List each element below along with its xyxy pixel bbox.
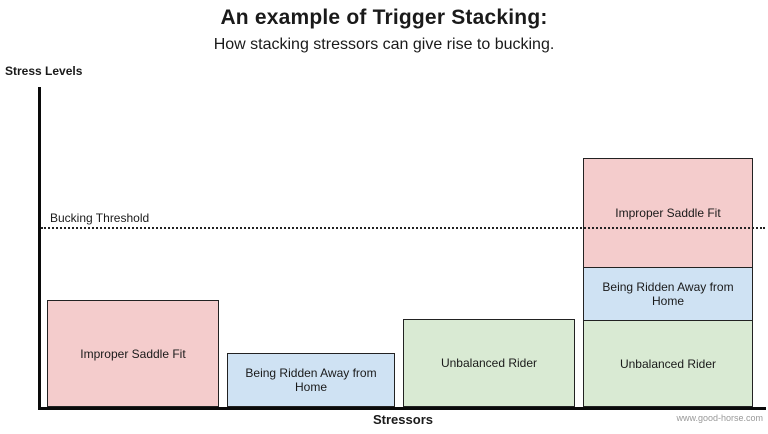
bar-segment: Being Ridden Away from Home	[227, 353, 395, 407]
x-axis-line	[38, 407, 766, 410]
bar-segment-label: Being Ridden Away from Home	[602, 280, 734, 308]
chart-title: An example of Trigger Stacking:	[220, 6, 548, 29]
bar-segment-label: Being Ridden Away from Home	[245, 366, 377, 394]
threshold-line	[41, 227, 765, 229]
bar-segment: Unbalanced Rider	[583, 320, 753, 407]
bar-segment-label: Improper Saddle Fit	[615, 206, 721, 220]
x-axis-label: Stressors	[373, 412, 433, 427]
bar-segment-label: Improper Saddle Fit	[80, 346, 186, 361]
y-axis-line	[38, 87, 41, 410]
bar-segment: Improper Saddle Fit	[47, 300, 219, 407]
bar-segment: Improper Saddle Fit	[583, 158, 753, 268]
watermark: www.good-horse.com	[676, 413, 763, 423]
chart-subtitle: How stacking stressors can give rise to …	[213, 36, 555, 53]
threshold-label: Bucking Threshold	[50, 211, 150, 225]
bar-segment-label: Unbalanced Rider	[619, 356, 717, 371]
bar-segment: Unbalanced Rider	[403, 319, 575, 407]
bar-segment: Being Ridden Away from Home	[583, 267, 753, 321]
y-axis-label: Stress Levels	[5, 64, 83, 78]
bar-segment-label: Unbalanced Rider	[440, 356, 538, 370]
